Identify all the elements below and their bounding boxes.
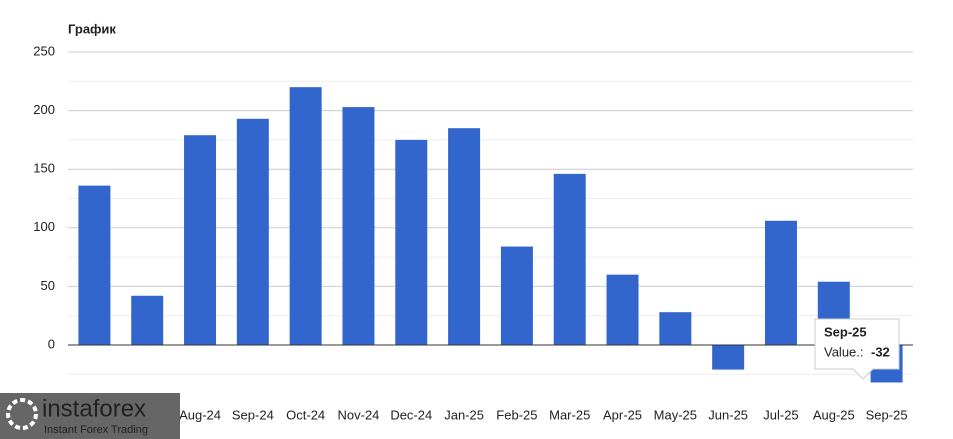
tooltip-category: Sep-25 — [824, 324, 867, 339]
bar — [764, 220, 797, 345]
tooltip-value: -32 — [871, 344, 890, 359]
x-tick-label: Aug-24 — [179, 407, 221, 422]
y-tick-label: 200 — [33, 102, 55, 117]
chart-title: График — [68, 21, 116, 36]
bar — [553, 173, 586, 345]
bar — [342, 107, 375, 345]
bar — [131, 295, 164, 345]
x-tick-label: Nov-24 — [338, 407, 380, 422]
bar — [659, 312, 692, 345]
bar — [289, 87, 322, 345]
watermark: instaforex Instant Forex Trading — [0, 393, 180, 439]
bar — [606, 274, 639, 345]
tooltip-label: Value.: — [824, 344, 864, 359]
x-tick-label: May-25 — [654, 407, 697, 422]
x-tick-label: Apr-25 — [603, 407, 642, 422]
bar — [236, 118, 269, 345]
bar — [395, 139, 428, 345]
bar — [500, 246, 533, 345]
watermark-logo — [6, 398, 38, 430]
y-tick-label: 0 — [48, 336, 55, 351]
y-tick-label: 50 — [41, 278, 55, 293]
bar — [184, 135, 217, 345]
y-tick-label: 250 — [33, 43, 55, 58]
tooltip-box — [814, 318, 900, 380]
x-tick-label: Jul-25 — [763, 407, 798, 422]
bar — [78, 185, 111, 345]
x-tick-label: Oct-24 — [286, 407, 325, 422]
bar — [712, 344, 745, 370]
x-tick-label: Feb-25 — [496, 407, 537, 422]
x-tick-label: Sep-25 — [866, 407, 908, 422]
x-tick-label: Mar-25 — [549, 407, 590, 422]
x-tick-label: Jun-25 — [708, 407, 748, 422]
x-tick-label: Aug-25 — [813, 407, 855, 422]
bar — [448, 128, 481, 345]
y-tick-label: 100 — [33, 219, 55, 234]
watermark-tagline: Instant Forex Trading — [44, 424, 148, 436]
tooltip: Sep-25 Value.: -32 — [814, 318, 900, 380]
watermark-brand: instaforex — [42, 395, 146, 422]
x-tick-label: Sep-24 — [232, 407, 274, 422]
y-tick-label: 150 — [33, 161, 55, 176]
x-tick-label: Dec-24 — [390, 407, 432, 422]
x-tick-label: Jan-25 — [444, 407, 484, 422]
